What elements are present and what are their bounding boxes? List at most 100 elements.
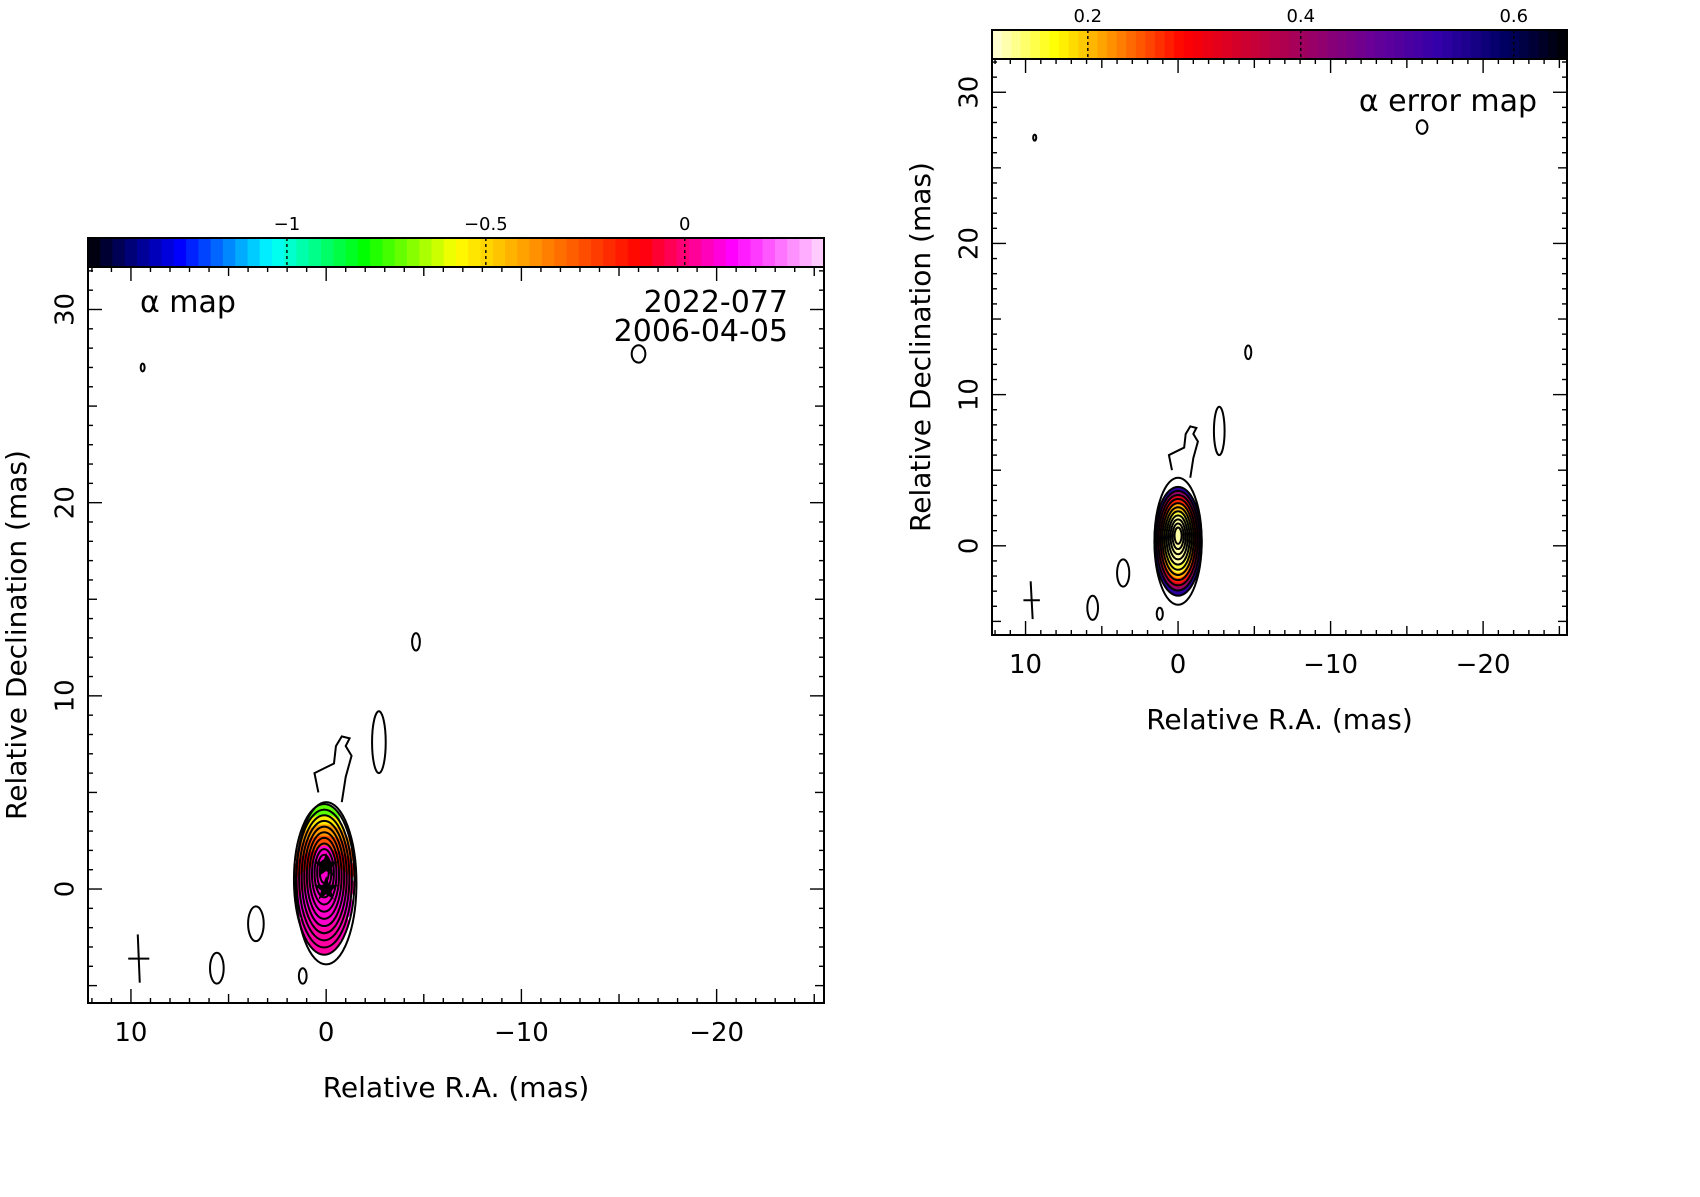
core-contour — [303, 825, 346, 928]
alpha-x-tick-labels: 10 0 −10 −20 — [114, 1018, 744, 1048]
colorbar-segment — [1461, 30, 1472, 59]
core-contour — [1161, 502, 1195, 576]
colorbar-segment — [1212, 30, 1223, 59]
colorbar-segment — [1193, 30, 1204, 59]
core-contour — [1163, 506, 1193, 571]
colorbar-segment — [1078, 30, 1089, 59]
colorbar-segment — [357, 238, 371, 267]
colorbar-segment — [431, 238, 445, 267]
error-colorbar-tick-label: 0.4 — [1286, 6, 1315, 27]
alpha-y-tick-labels: 0 10 20 30 — [51, 293, 81, 897]
error-plot-area — [991, 58, 1568, 636]
colorbar-segment — [1375, 30, 1386, 59]
colorbar-segment — [1001, 30, 1012, 59]
source-name: 2022-077 — [644, 285, 788, 320]
colorbar-segment — [1135, 30, 1146, 59]
colorbar-segment — [1030, 30, 1041, 59]
error-colorbar-tick-label: 0.2 — [1074, 6, 1103, 27]
colorbar-segment — [1452, 30, 1463, 59]
colorbar-segment — [1298, 30, 1309, 59]
alpha-colorbar-tick-labels: −1 −0.5 0 — [274, 214, 691, 235]
core-contour — [1173, 526, 1183, 545]
observation-date: 2006-04-05 — [614, 314, 788, 349]
alpha-y-axis-title: Relative Declination (mas) — [0, 450, 33, 820]
core-contour — [310, 842, 338, 906]
colorbar-segment — [1154, 30, 1166, 59]
alpha-y-tick-label: 20 — [51, 486, 81, 519]
star-marker — [313, 852, 339, 877]
colorbar-segment — [247, 238, 261, 267]
colorbar-segment — [750, 238, 764, 267]
colorbar-segment — [1260, 30, 1271, 59]
colorbar-segment — [615, 238, 629, 267]
error-y-tick-label: 20 — [955, 227, 985, 260]
colorbar-segment — [1327, 30, 1338, 59]
jet-contour — [630, 344, 647, 364]
colorbar-segment — [333, 238, 347, 267]
jet-contour — [1086, 594, 1100, 621]
error-axis-ticks — [992, 59, 1567, 635]
colorbar-segment — [762, 238, 776, 267]
alpha-x-tick-label: −20 — [689, 1018, 744, 1048]
colorbar-segment — [100, 238, 114, 267]
alpha-colorbar-tick-label: −0.5 — [464, 214, 508, 235]
colorbar-segment — [1317, 30, 1329, 59]
error-y-tick-label: 0 — [955, 538, 985, 555]
alpha-plot-frame — [87, 266, 825, 1004]
colorbar-segment — [480, 238, 494, 267]
colorbar-segment — [1250, 30, 1261, 59]
colorbar-segment — [345, 238, 359, 267]
colorbar-segment — [1202, 30, 1214, 59]
colorbar-segment — [210, 238, 224, 267]
colorbar-segment — [1394, 30, 1405, 59]
core-contour — [308, 836, 341, 913]
colorbar-segment — [443, 238, 457, 267]
colorbar-segment — [1145, 30, 1156, 59]
jet-outline — [313, 735, 353, 803]
core-contour — [1159, 498, 1197, 582]
colorbar-segment — [1423, 30, 1434, 59]
error-contours — [1023, 119, 1429, 621]
colorbar-segment — [1490, 30, 1501, 59]
colorbar-segment — [1164, 30, 1175, 59]
jet-contour — [1212, 405, 1226, 457]
error-x-tick-label: −10 — [1303, 650, 1358, 680]
colorbar-segment — [554, 238, 567, 267]
error-colorbar — [991, 29, 1568, 60]
colorbar-segment — [259, 238, 273, 267]
colorbar-segment — [1087, 30, 1099, 59]
colorbar-segment — [419, 238, 433, 267]
colorbar-segment — [1269, 30, 1281, 59]
colorbar-segment — [137, 238, 150, 267]
alpha-x-tick-label: 0 — [318, 1018, 335, 1048]
colorbar-segment — [1011, 30, 1022, 59]
colorbar-segment — [505, 238, 518, 267]
error-y-tick-label: 30 — [955, 76, 985, 109]
error-colorbar-tick-label: 0.6 — [1499, 6, 1528, 27]
colorbar-segment — [1499, 30, 1511, 59]
colorbar-segment — [676, 238, 690, 267]
colorbar-segment — [296, 238, 310, 267]
alpha-markers — [313, 852, 339, 900]
colorbar-segment — [566, 238, 580, 267]
colorbar-segment — [738, 238, 751, 267]
alpha-error-map-panel: 0.2 0.4 0.6 10 0 −10 −20 0 10 20 30 Rela… — [904, 6, 1568, 736]
colorbar-segment — [272, 238, 285, 267]
core-contour — [300, 819, 348, 935]
colorbar-segment — [235, 238, 249, 267]
colorbar-segment — [1279, 30, 1290, 59]
core-contour — [1165, 510, 1191, 566]
jet-contour — [294, 801, 358, 966]
colorbar-segment — [1404, 30, 1415, 59]
alpha-colorbar-tick-label: 0 — [679, 214, 690, 235]
error-x-axis-title: Relative R.A. (mas) — [1146, 703, 1413, 736]
colorbar-segment — [1337, 30, 1348, 59]
alpha-y-tick-label: 30 — [51, 293, 81, 326]
colorbar-segment — [541, 238, 555, 267]
colorbar-segment — [222, 238, 236, 267]
colorbar-segment — [811, 238, 825, 267]
colorbar-segment — [1222, 30, 1233, 59]
colorbar-segment — [492, 238, 506, 267]
colorbar-segment — [590, 238, 604, 267]
colorbar-segment — [394, 238, 408, 267]
